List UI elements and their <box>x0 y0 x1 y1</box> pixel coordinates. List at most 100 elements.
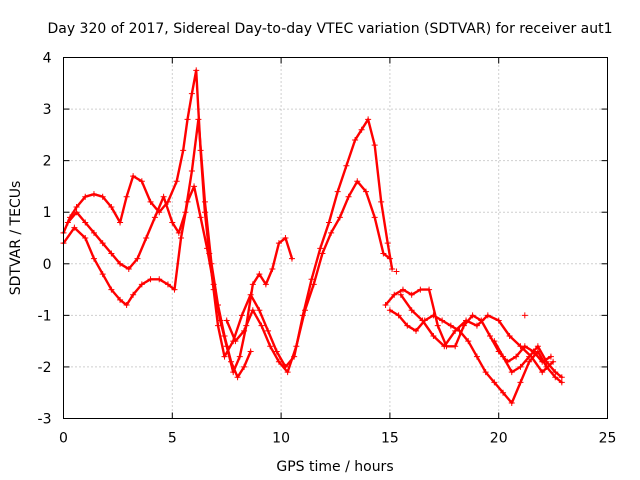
data-point <box>508 369 515 376</box>
series-line <box>62 69 394 369</box>
data-point <box>188 167 195 174</box>
data-point <box>500 353 507 360</box>
data-point <box>552 369 559 376</box>
data-point <box>90 191 97 198</box>
data-point <box>214 302 221 309</box>
data-point <box>417 286 424 293</box>
data-point <box>334 188 341 195</box>
data-point <box>195 116 202 123</box>
y-tick-label: -2 <box>38 360 52 376</box>
data-point <box>465 338 472 345</box>
plot-frame <box>63 57 608 419</box>
data-point <box>82 193 89 200</box>
y-tick-label: 2 <box>43 154 52 170</box>
data-point <box>517 379 524 386</box>
data-point <box>241 363 248 370</box>
data-point <box>90 229 97 236</box>
data-point <box>282 235 289 241</box>
data-point <box>491 338 498 345</box>
x-tick-label: 0 <box>59 431 68 447</box>
series-sat-track-g <box>397 291 557 376</box>
data-point <box>82 219 89 226</box>
data-point <box>343 162 350 169</box>
data-point <box>447 322 454 329</box>
data-point <box>397 291 404 298</box>
data-point <box>469 312 476 319</box>
data-point <box>452 327 459 334</box>
data-point <box>236 353 243 360</box>
data-point <box>426 286 433 293</box>
series-line <box>66 118 252 379</box>
data-point <box>534 343 541 350</box>
data-point <box>73 209 80 216</box>
data-point <box>175 229 182 236</box>
data-point <box>354 178 361 185</box>
y-tick-label: 4 <box>43 51 52 67</box>
data-point <box>108 204 115 211</box>
data-point <box>513 353 520 360</box>
data-point <box>164 281 171 288</box>
data-point <box>336 214 343 221</box>
data-point <box>275 358 282 365</box>
outlier-point <box>521 312 528 319</box>
data-point <box>223 317 230 324</box>
data-point <box>71 224 78 231</box>
data-point <box>325 219 332 226</box>
data-point <box>197 214 204 221</box>
data-point <box>558 379 565 386</box>
data-point <box>491 379 498 386</box>
series-sat-track-c <box>64 116 254 381</box>
data-point <box>434 322 441 329</box>
data-point <box>130 173 137 180</box>
data-point <box>267 343 274 350</box>
data-point <box>249 281 256 288</box>
data-point <box>378 198 385 205</box>
data-point <box>265 327 272 334</box>
data-point <box>517 343 524 350</box>
x-tick-label: 25 <box>599 431 617 447</box>
data-point <box>430 332 437 339</box>
data-point <box>391 291 398 298</box>
series-line <box>225 180 392 374</box>
data-point <box>171 286 178 293</box>
data-point <box>473 322 480 329</box>
data-point <box>365 116 372 123</box>
data-point <box>90 255 97 262</box>
data-point <box>317 245 324 252</box>
data-point <box>275 240 282 247</box>
data-point <box>123 193 130 200</box>
data-point <box>82 235 89 241</box>
data-point <box>117 260 124 267</box>
data-point <box>221 332 228 339</box>
data-point <box>552 374 559 381</box>
data-point <box>452 343 459 350</box>
data-point <box>308 276 315 283</box>
data-point <box>508 400 515 407</box>
data-point <box>147 198 154 205</box>
data-point <box>404 322 411 329</box>
data-point <box>182 209 189 216</box>
data-point <box>117 296 124 303</box>
data-point <box>249 307 256 314</box>
data-point <box>408 291 415 298</box>
data-point <box>539 369 546 376</box>
data-point <box>134 255 141 262</box>
data-point <box>64 219 71 226</box>
data-point <box>419 317 426 324</box>
data-point <box>273 348 280 355</box>
data-point <box>73 204 80 211</box>
y-tick-label: 3 <box>43 102 52 118</box>
data-point <box>99 271 106 278</box>
x-tick-label: 15 <box>381 431 399 447</box>
data-point <box>547 353 554 360</box>
data-point <box>506 332 513 339</box>
data-point <box>228 358 235 365</box>
data-point <box>138 178 145 185</box>
data-point <box>125 265 132 272</box>
data-point <box>486 332 493 339</box>
series-line <box>62 185 294 374</box>
data-point <box>247 348 254 355</box>
data-point <box>345 193 352 200</box>
series-sat-track-h <box>491 338 565 381</box>
data-point <box>221 353 228 360</box>
